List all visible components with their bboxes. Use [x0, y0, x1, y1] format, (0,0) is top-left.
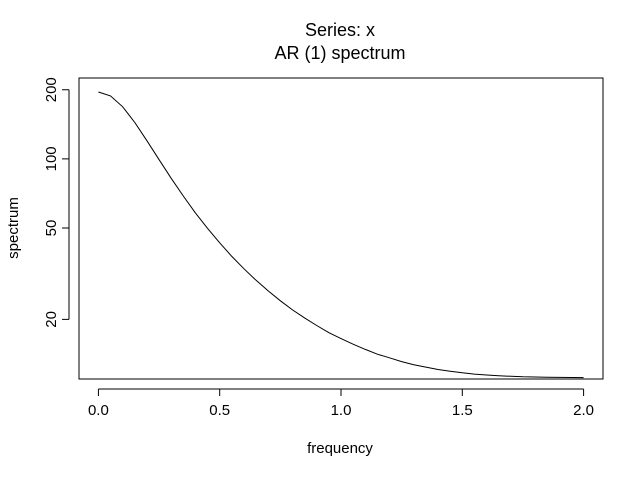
x-axis-label: frequency [307, 440, 373, 457]
y-tick-label: 20 [43, 311, 60, 328]
x-tick-label: 1.0 [331, 402, 352, 419]
x-axis: 0.0 0.5 1.0 1.5 2.0 [88, 388, 594, 419]
x-tick-label: 0.5 [209, 402, 230, 419]
y-tick-label: 100 [43, 146, 60, 171]
plot-frame [78, 77, 604, 380]
chart-subtitle: AR (1) spectrum [274, 43, 405, 63]
y-axis: 20 50 100 200 [43, 77, 70, 328]
x-tick-label: 0.0 [88, 402, 109, 419]
y-tick-label: 200 [43, 77, 60, 102]
chart-title: Series: x [305, 20, 375, 40]
x-tick-label: 1.5 [452, 402, 473, 419]
y-tick-label: 50 [43, 220, 60, 237]
y-axis-label: spectrum [5, 197, 22, 259]
series-line [98, 91, 584, 379]
x-tick-label: 2.0 [573, 402, 594, 419]
